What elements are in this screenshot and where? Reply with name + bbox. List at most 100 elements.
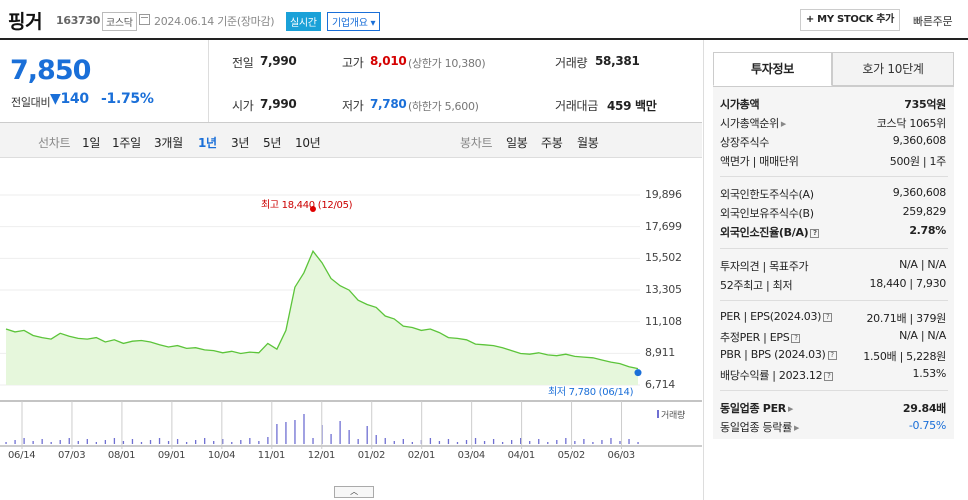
candle-monthly[interactable]: 월봉 — [577, 136, 599, 150]
tab-investment-info[interactable]: 투자정보 — [713, 52, 832, 86]
volume-bar — [339, 421, 341, 444]
volume-bar — [438, 441, 441, 444]
candle-weekly[interactable]: 주봉 — [541, 136, 563, 150]
volume-bar — [240, 440, 242, 444]
chart-collapse-toggle[interactable]: ︿ — [334, 486, 374, 498]
chevron-right-icon[interactable]: ▶ — [780, 120, 787, 128]
volume-bar — [131, 439, 134, 444]
info-row-value: 735억원 — [904, 98, 946, 111]
quick-order-link[interactable]: 빠른주문 — [913, 15, 953, 28]
info-row-value: 18,440 | 7,930 — [869, 277, 947, 290]
chevron-right-icon[interactable]: ▶ — [793, 424, 800, 432]
volume-bar — [366, 426, 368, 444]
low-value: 7,780 — [370, 97, 407, 111]
prev-close-value: 7,990 — [260, 54, 297, 68]
open-label: 시가 — [232, 99, 254, 113]
volume-bar — [592, 442, 594, 444]
help-icon[interactable]: ? — [827, 350, 837, 360]
company-overview-dropdown[interactable]: 기업개요 ▾ — [327, 12, 381, 31]
header-divider — [0, 38, 968, 40]
quote-bottom-divider — [0, 122, 702, 123]
info-row-label: 상장주식수 — [720, 136, 770, 149]
info-row-label: 투자의견 | 목표주가 — [720, 260, 809, 273]
period-1d[interactable]: 1일 — [82, 136, 101, 150]
volume-bar — [637, 442, 639, 444]
volume-bar — [249, 438, 251, 444]
line-chart-label: 선차트 — [38, 136, 71, 150]
info-row-label: 시가총액순위 ▶ — [720, 117, 787, 130]
investment-info-box — [713, 86, 954, 439]
volume-bar — [158, 438, 161, 444]
info-row-value: 1.50배 | 5,228원 — [863, 350, 946, 363]
info-row-label: 시가총액 — [720, 98, 760, 111]
candle-chart-label: 봉차트 — [460, 136, 493, 150]
period-10y[interactable]: 10년 — [295, 136, 321, 150]
volume-bar — [204, 438, 206, 444]
volume-bar — [267, 437, 269, 444]
x-ticks — [21, 401, 623, 449]
volume-value: 58,381 — [595, 54, 640, 68]
volume-bar — [610, 438, 612, 444]
add-my-stock-button[interactable]: + MY STOCK 추가 — [800, 9, 900, 31]
volume-bar — [113, 438, 116, 444]
realtime-button[interactable]: 실시간 — [286, 12, 321, 31]
volume-bar — [185, 442, 188, 444]
info-separator — [720, 176, 948, 177]
volume-bar — [104, 440, 107, 444]
volume-bar — [492, 439, 495, 444]
volume-bar — [77, 441, 79, 444]
volume-bar — [231, 442, 233, 444]
info-row-value: 코스닥 1065위 — [876, 117, 947, 130]
volume-bar — [276, 424, 278, 444]
y-tick-label: 11,108 — [645, 314, 682, 328]
info-row-value: 500원 | 1주 — [889, 155, 947, 168]
volume-bar — [195, 440, 197, 444]
info-row-label: PER | EPS(2024.03)? — [720, 310, 833, 323]
period-bar — [0, 123, 702, 158]
period-3y[interactable]: 3년 — [231, 136, 250, 150]
volume-bar — [167, 441, 170, 444]
high-label: 고가 — [342, 56, 364, 70]
volume-bar — [628, 439, 630, 444]
period-1w[interactable]: 1주일 — [112, 136, 141, 150]
period-3m[interactable]: 3개월 — [154, 136, 183, 150]
x-tick-label: 06/03 — [607, 450, 636, 461]
x-tick-label: 12/01 — [307, 450, 336, 461]
x-tick-label: 03/04 — [457, 450, 486, 461]
x-tick-label: 07/03 — [57, 450, 86, 461]
upper-limit: (상한가 10,380) — [408, 57, 486, 70]
volume-bar — [547, 442, 549, 444]
trade-value-label: 거래대금 — [555, 99, 598, 113]
info-separator — [720, 300, 948, 301]
tab-orderbook-10[interactable]: 호가 10단계 — [832, 52, 954, 86]
help-icon[interactable]: ? — [810, 228, 820, 238]
help-icon[interactable]: ? — [823, 312, 833, 322]
chevron-right-icon[interactable]: ▶ — [787, 405, 794, 413]
quote-date: 2024.06.14 기준(장마감) — [154, 15, 275, 28]
volume-legend: 거래량 — [657, 408, 685, 421]
low-marker — [634, 369, 642, 377]
volume-bar — [68, 438, 70, 444]
info-separator — [720, 248, 948, 249]
price-chart[interactable] — [0, 160, 702, 496]
y-tick-label: 6,714 — [645, 378, 675, 391]
high-annotation: 최고 18,440 (12/05) — [261, 200, 353, 211]
volume-bar — [474, 438, 477, 444]
period-5y[interactable]: 5년 — [263, 136, 282, 150]
volume-bar — [5, 442, 7, 444]
help-icon[interactable]: ? — [791, 333, 801, 343]
stock-name: 핑거 — [8, 11, 43, 33]
market-badge: 코스닥 — [102, 12, 137, 31]
y-tick-label: 17,699 — [645, 219, 682, 233]
info-row-label: 액면가 | 매매단위 — [720, 155, 799, 168]
volume-bar — [59, 440, 61, 444]
volume-bar — [294, 420, 296, 444]
x-tick-label: 10/04 — [207, 450, 236, 461]
period-1y[interactable]: 1년 — [198, 136, 217, 150]
help-icon[interactable]: ? — [824, 371, 834, 381]
y-tick-label: 19,896 — [645, 188, 682, 201]
volume-bar — [601, 440, 603, 444]
candle-daily[interactable]: 일봉 — [506, 136, 528, 150]
info-row-label: 외국인소진율(B/A)? — [720, 224, 820, 240]
price-change-percent: -1.75% — [101, 91, 154, 107]
